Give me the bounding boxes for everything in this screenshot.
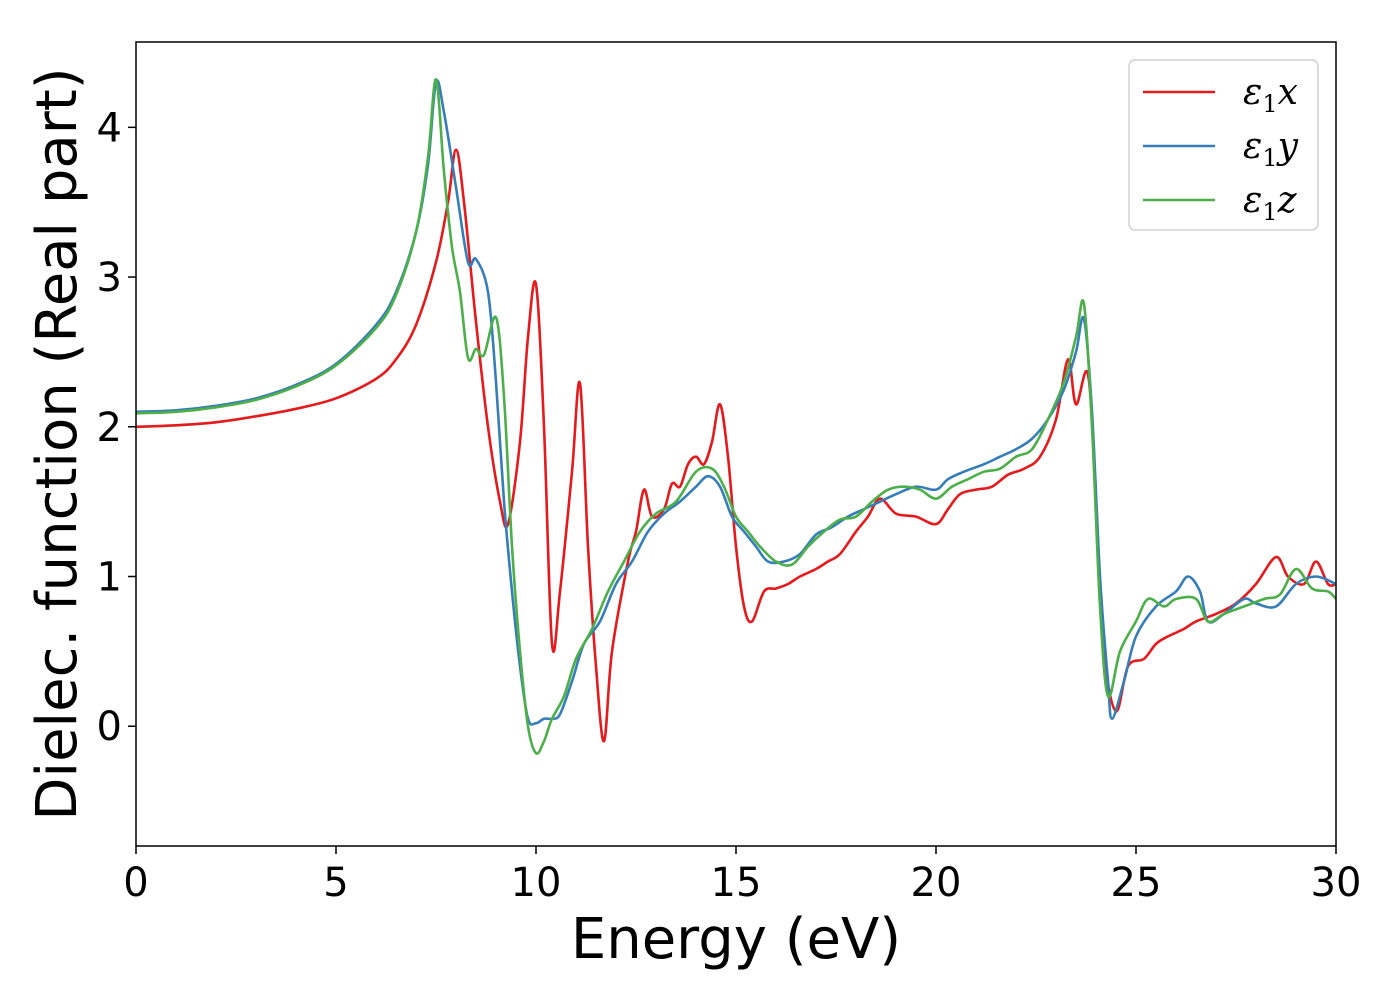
y-axis-title: Dielec. function (Real part) [25,67,90,820]
x-tick-label: 20 [911,860,962,906]
x-tick-label: 25 [1111,860,1162,906]
series-line-y [136,79,1336,726]
x-tick-label: 10 [511,860,562,906]
y-tick-label: 4 [97,105,122,151]
x-tick-label: 30 [1311,860,1362,906]
legend-box [1128,59,1319,231]
y-tick-label: 0 [97,704,122,750]
legend-label-z: ε1z [1243,180,1298,226]
y-tick-label: 1 [97,555,122,601]
y-tick-label: 3 [97,255,122,301]
x-tick-label: 0 [123,860,148,906]
ticks-layer: 0 5 10 15 20 25 30 0 1 2 3 4 [97,105,1362,906]
legend: ε1x ε1y ε1z [1128,59,1319,231]
x-axis-title: Energy (eV) [571,907,901,972]
legend-label-x: ε1x [1243,72,1298,118]
series-line-x [136,148,1336,743]
legend-label-y: ε1y [1243,126,1299,172]
x-tick-label: 15 [711,860,762,906]
series-layer [136,78,1336,755]
x-tick-label: 5 [323,860,348,906]
series-line-z [136,78,1336,755]
y-tick-label: 2 [97,405,122,451]
